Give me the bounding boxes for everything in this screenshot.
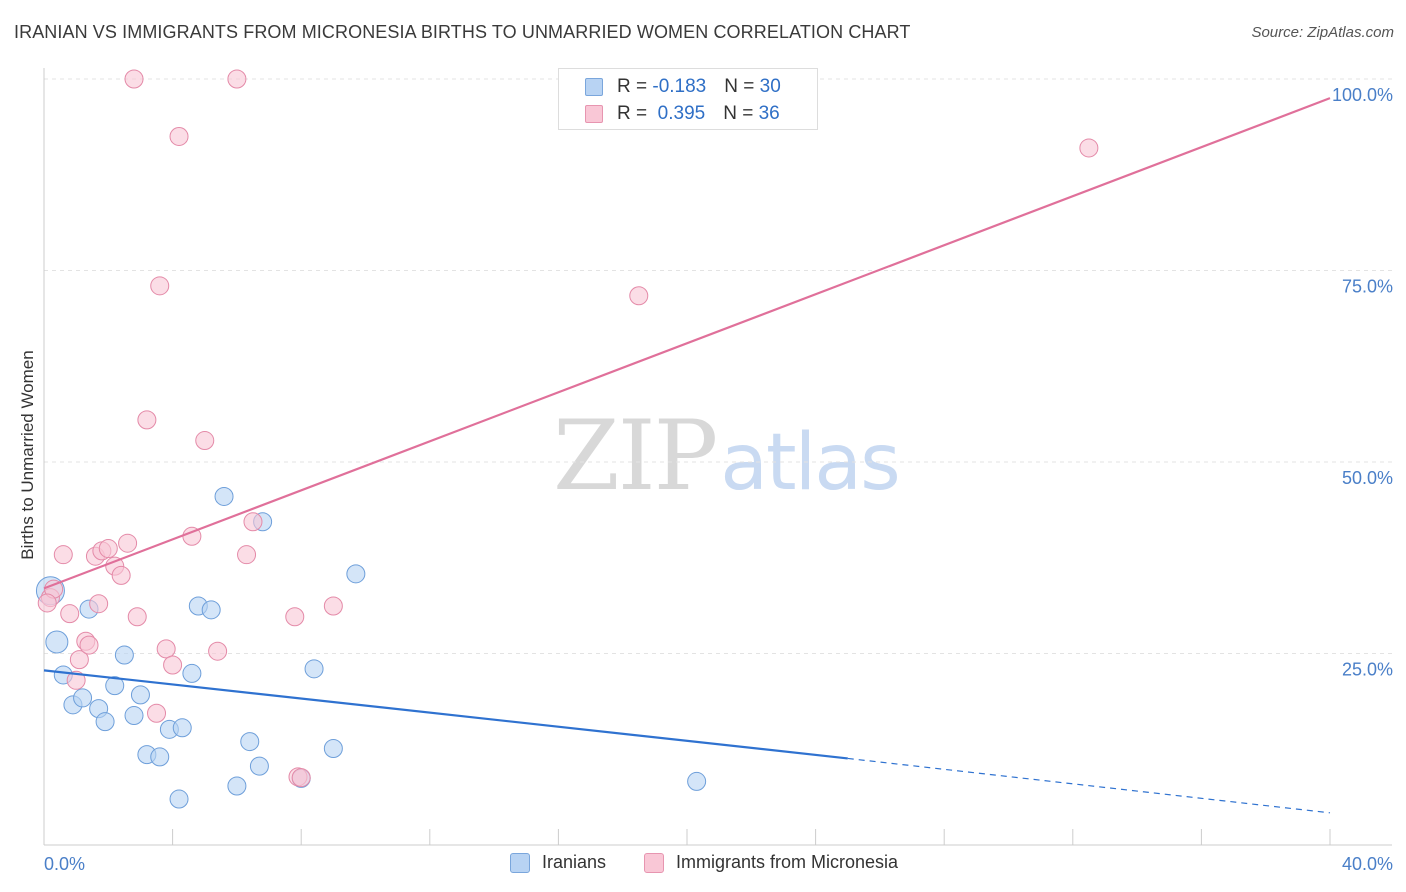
watermark: ZIPatlas [553,400,901,512]
point-micronesia [37,593,57,613]
legend-n-value: 36 [758,103,780,124]
point-micronesia [89,594,109,614]
point-micronesia [227,69,247,89]
point-iranians [105,676,125,696]
trendline-iranians-extension [847,757,1331,814]
x-tick-label: 40.0% [1342,854,1393,874]
point-micronesia [150,276,170,296]
point-iranians [150,747,170,767]
point-micronesia [237,545,257,565]
point-iranians [240,732,260,752]
point-iranians [169,789,189,809]
legend-text-micronesia: R = 0.395 N = 36 [617,103,780,125]
point-iranians [130,685,150,705]
legend-r-label: R = [617,76,653,97]
legend-swatch-iranians [510,852,530,873]
point-micronesia [169,126,189,146]
point-micronesia [66,670,86,690]
point-iranians [172,718,192,738]
point-micronesia [291,768,311,788]
point-iranians [124,706,144,726]
point-micronesia [629,286,649,306]
trendline-iranians [43,669,848,760]
point-micronesia [124,69,144,89]
y-tick-label: 25.0% [1342,660,1393,680]
correlation-legend: R = -0.183 N = 30 R = 0.395 N = 36 [558,68,818,130]
legend-item-micronesia[interactable]: Immigrants from Micronesia [644,852,898,873]
legend-r-value: -0.183 [652,76,707,97]
legend-n-label: N = [724,76,760,97]
y-tick-label: 100.0% [1332,85,1393,105]
point-micronesia [208,641,228,661]
point-micronesia [323,596,343,616]
y-tick-label: 50.0% [1342,468,1393,488]
point-iranians [214,486,234,506]
legend-item-iranians[interactable]: Iranians [510,852,606,873]
point-micronesia [163,655,183,675]
point-iranians [45,630,69,654]
source-label: Source: ZipAtlas.com [1251,24,1394,41]
point-iranians [346,564,366,584]
series-legend: Iranians Immigrants from Micronesia [0,852,1406,878]
legend-r-value: 0.395 [652,103,706,124]
point-micronesia [1079,138,1099,158]
point-micronesia [69,650,89,670]
point-iranians [249,756,269,776]
point-iranians [73,688,93,708]
trendline-micronesia [43,97,1331,590]
legend-label-micronesia: Immigrants from Micronesia [676,852,899,872]
watermark-zip: ZIP [553,400,718,512]
point-micronesia [53,545,73,565]
point-micronesia [127,607,147,627]
point-iranians [323,738,343,758]
legend-n-label: N = [723,103,759,124]
point-micronesia [98,539,118,559]
legend-n-value: 30 [759,76,781,97]
point-micronesia [118,533,138,553]
point-iranians [687,771,707,791]
point-micronesia [111,565,131,585]
point-iranians [182,663,202,683]
point-iranians [201,600,221,620]
x-tick-label: 0.0% [44,854,85,874]
point-micronesia [156,639,176,659]
legend-swatch-iranians [585,78,603,96]
point-micronesia [79,635,99,655]
point-micronesia [60,604,80,624]
point-micronesia [285,607,305,627]
chart-title: IRANIAN VS IMMIGRANTS FROM MICRONESIA BI… [14,22,911,42]
watermark-atlas: atlas [720,418,900,508]
point-micronesia [195,431,215,451]
point-micronesia [243,512,263,532]
legend-r-label: R = [617,103,653,124]
point-micronesia [147,703,167,723]
legend-swatch-micronesia [644,852,664,873]
point-iranians [227,776,247,796]
legend-label-iranians: Iranians [542,852,607,872]
legend-swatch-micronesia [585,105,603,123]
y-tick-label: 75.0% [1342,277,1393,297]
point-iranians [114,645,134,665]
point-iranians [304,659,324,679]
legend-text-iranians: R = -0.183 N = 30 [617,76,781,98]
point-micronesia [137,410,157,430]
point-iranians [95,712,115,732]
